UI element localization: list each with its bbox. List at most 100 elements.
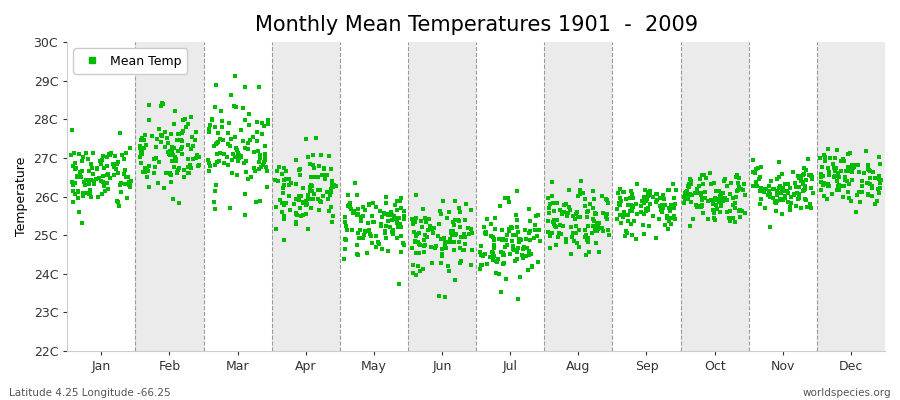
Point (116, 156, 130, 162)
Point (753, 164, 768, 170)
Point (706, 207, 720, 213)
Point (657, 196, 671, 202)
Point (845, 165, 859, 172)
Point (586, 216, 600, 222)
Point (708, 217, 723, 223)
Point (443, 238, 457, 245)
Point (415, 206, 429, 213)
Point (816, 173, 831, 179)
Point (473, 252, 488, 258)
Point (529, 213, 544, 220)
Point (820, 196, 834, 202)
Point (610, 216, 625, 222)
Point (134, 150, 148, 157)
Point (836, 156, 850, 162)
Point (86, 171, 100, 178)
Point (181, 170, 195, 176)
Point (228, 73, 242, 80)
Point (105, 161, 120, 167)
Point (165, 149, 179, 156)
Point (566, 230, 580, 236)
Point (417, 248, 431, 255)
Point (256, 120, 270, 126)
Point (444, 230, 458, 236)
Point (543, 245, 557, 252)
Point (872, 176, 886, 182)
Point (201, 156, 215, 163)
Point (775, 170, 789, 177)
Point (500, 242, 514, 248)
Point (274, 171, 289, 178)
Point (435, 246, 449, 252)
Point (275, 190, 290, 197)
Point (351, 211, 365, 217)
Point (861, 190, 876, 197)
Point (314, 199, 328, 206)
Point (250, 129, 265, 135)
Point (224, 92, 238, 98)
Point (780, 188, 795, 194)
Point (571, 193, 585, 199)
Point (438, 239, 453, 245)
Point (113, 181, 128, 188)
Point (419, 234, 434, 240)
Point (695, 202, 709, 208)
Point (65, 126, 79, 133)
Point (184, 165, 199, 171)
Point (446, 247, 461, 253)
Point (141, 168, 156, 174)
Point (442, 209, 456, 215)
Point (523, 228, 537, 234)
Point (681, 180, 696, 187)
Point (325, 182, 339, 188)
Point (396, 213, 410, 220)
Point (346, 209, 361, 216)
Point (442, 268, 456, 274)
Point (279, 176, 293, 182)
Point (513, 274, 527, 280)
Point (340, 192, 355, 199)
Point (851, 162, 866, 168)
Point (559, 201, 573, 207)
Point (580, 237, 594, 243)
Point (231, 152, 246, 159)
Point (779, 188, 794, 194)
Point (515, 252, 529, 258)
Point (677, 194, 691, 200)
Point (406, 270, 420, 276)
Point (172, 200, 186, 206)
Point (774, 190, 788, 196)
Point (304, 174, 319, 180)
Point (452, 205, 466, 212)
Point (556, 222, 571, 229)
Point (82, 168, 96, 174)
Point (802, 171, 816, 178)
Point (805, 184, 819, 191)
Point (208, 161, 222, 168)
Point (289, 210, 303, 217)
Point (379, 211, 393, 217)
Point (789, 184, 804, 190)
Point (649, 198, 663, 205)
Point (211, 140, 225, 147)
Point (139, 142, 153, 148)
Point (845, 169, 859, 176)
Point (485, 234, 500, 240)
Point (832, 174, 847, 180)
Point (261, 120, 275, 127)
Point (519, 236, 534, 242)
Point (612, 201, 626, 208)
Point (271, 178, 285, 184)
Point (483, 221, 498, 227)
Point (141, 163, 156, 170)
Point (182, 170, 196, 176)
Point (381, 248, 395, 254)
Point (496, 236, 510, 242)
Point (541, 229, 555, 235)
Point (397, 242, 411, 249)
Point (543, 200, 557, 207)
Point (163, 170, 177, 176)
Point (411, 250, 426, 256)
Point (623, 195, 637, 201)
Point (829, 177, 843, 184)
